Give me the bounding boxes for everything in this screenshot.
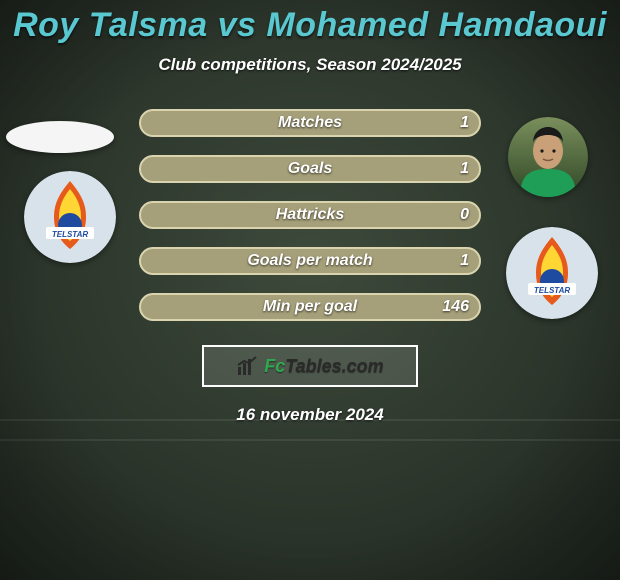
stat-bar: Matches 1 bbox=[139, 109, 481, 137]
player-left-club-badge: TELSTAR bbox=[24, 171, 116, 263]
svg-text:TELSTAR: TELSTAR bbox=[52, 230, 89, 239]
stat-label: Matches bbox=[278, 114, 342, 132]
brand-text: FcTables.com bbox=[264, 356, 383, 377]
player-right-club-badge: TELSTAR bbox=[506, 227, 598, 319]
stat-label: Hattricks bbox=[276, 206, 344, 224]
stat-value-right: 1 bbox=[460, 114, 469, 132]
stat-value-right: 0 bbox=[460, 206, 469, 224]
player-left-avatar bbox=[6, 121, 114, 153]
player-right-avatar bbox=[508, 117, 588, 197]
stat-label: Min per goal bbox=[263, 298, 357, 316]
brand-box: FcTables.com bbox=[202, 345, 418, 387]
stat-bars: Matches 1 Goals 1 Hattricks 0 Goals per match 1… bbox=[139, 103, 481, 321]
stat-value-right: 146 bbox=[442, 298, 469, 316]
stat-bar: Min per goal 146 bbox=[139, 293, 481, 321]
comparison-stage: TELSTAR bbox=[0, 103, 620, 321]
stat-bar: Goals per match 1 bbox=[139, 247, 481, 275]
stat-bar: Goals 1 bbox=[139, 155, 481, 183]
chart-icon bbox=[236, 355, 258, 377]
stat-bar: Hattricks 0 bbox=[139, 201, 481, 229]
subtitle: Club competitions, Season 2024/2025 bbox=[158, 55, 461, 75]
svg-text:TELSTAR: TELSTAR bbox=[534, 286, 571, 295]
stat-label: Goals bbox=[288, 160, 332, 178]
date-label: 16 november 2024 bbox=[236, 405, 383, 425]
stat-value-right: 1 bbox=[460, 160, 469, 178]
stat-value-right: 1 bbox=[460, 252, 469, 270]
page-title: Roy Talsma vs Mohamed Hamdaoui bbox=[13, 6, 607, 45]
stat-label: Goals per match bbox=[247, 252, 372, 270]
